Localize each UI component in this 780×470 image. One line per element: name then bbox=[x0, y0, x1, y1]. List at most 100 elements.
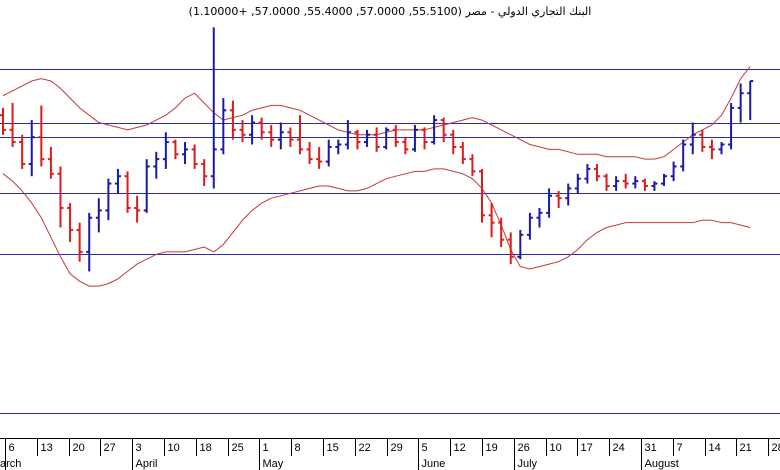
x-tick-label: 14 bbox=[709, 442, 721, 454]
price-bar bbox=[546, 188, 553, 218]
price-bar bbox=[191, 144, 198, 169]
price-bar bbox=[411, 124, 418, 152]
month-label: arch bbox=[0, 458, 21, 470]
chart-title: البنك التجاري الدولي - مصر (55.5100, 57.… bbox=[188, 5, 592, 18]
price-bar bbox=[747, 80, 754, 121]
price-bar bbox=[670, 161, 677, 182]
horizontal-levels bbox=[0, 69, 780, 414]
x-tick-label: 18 bbox=[200, 442, 212, 454]
price-bar bbox=[507, 232, 514, 265]
price-bar bbox=[593, 164, 600, 182]
x-tick-label: 15 bbox=[327, 442, 339, 454]
x-tick-label: 8 bbox=[295, 442, 301, 454]
price-bar bbox=[306, 142, 313, 165]
x-axis: 6 13 20 27 3 10 18 25 1 8 15 22 29 5 12 19 26 10 17 24 31 7 14… bbox=[0, 438, 780, 470]
month-label: August bbox=[645, 458, 679, 470]
x-tick-label: 24 bbox=[613, 442, 625, 454]
price-bar bbox=[268, 124, 275, 147]
price-bar bbox=[143, 159, 150, 213]
x-tick-label: 22 bbox=[359, 442, 371, 454]
price-bar bbox=[229, 100, 236, 140]
x-tick-label: 27 bbox=[104, 442, 116, 454]
x-tick-label: 25 bbox=[232, 442, 244, 454]
price-bar bbox=[689, 122, 696, 155]
price-bar bbox=[0, 107, 6, 135]
price-bar bbox=[239, 120, 246, 143]
x-tick-label: 13 bbox=[41, 442, 53, 454]
price-bar bbox=[114, 168, 121, 194]
price-bar bbox=[584, 164, 591, 184]
x-tick-label: 6 bbox=[9, 442, 15, 454]
price-bar bbox=[737, 83, 744, 123]
price-bar bbox=[383, 127, 390, 150]
price-bar bbox=[488, 203, 495, 238]
x-tick-label: 3 bbox=[136, 442, 142, 454]
x-tick-label: 26 bbox=[518, 442, 530, 454]
x-tick-label: 1 bbox=[263, 442, 269, 454]
price-bar bbox=[728, 103, 735, 150]
month-label: July bbox=[518, 458, 538, 470]
month-label: May bbox=[263, 458, 284, 470]
price-bar bbox=[469, 154, 476, 177]
price-bar bbox=[555, 190, 562, 208]
price-bar bbox=[249, 115, 256, 145]
x-tick-label: 19 bbox=[486, 442, 498, 454]
x-tick-label: 7 bbox=[677, 442, 683, 454]
price-bar bbox=[565, 183, 572, 206]
price-bar bbox=[28, 120, 35, 177]
price-bar bbox=[402, 137, 409, 155]
price-bar bbox=[440, 117, 447, 143]
price-bar bbox=[220, 98, 227, 155]
price-bar bbox=[661, 173, 668, 186]
price-bar bbox=[296, 115, 303, 155]
x-tick-label: 10 bbox=[168, 442, 180, 454]
price-bar bbox=[316, 146, 323, 169]
price-bar bbox=[641, 178, 648, 191]
price-bar bbox=[479, 168, 485, 223]
price-bar bbox=[325, 139, 332, 167]
lower-band-line bbox=[2, 168, 751, 287]
price-bar bbox=[57, 166, 64, 228]
price-bar bbox=[574, 173, 581, 194]
price-bar bbox=[335, 139, 342, 155]
price-bar bbox=[19, 134, 26, 169]
x-tick-label: 10 bbox=[550, 442, 562, 454]
price-bar bbox=[153, 151, 160, 179]
price-bar bbox=[632, 176, 639, 189]
price-bar bbox=[258, 117, 265, 140]
price-bar bbox=[182, 142, 189, 165]
price-bar bbox=[718, 142, 725, 155]
price-bar bbox=[526, 212, 533, 240]
price-bar bbox=[47, 146, 54, 179]
price-bar bbox=[201, 159, 208, 186]
price-bar bbox=[354, 129, 361, 150]
price-bar bbox=[9, 103, 16, 147]
month-label: June bbox=[422, 458, 446, 470]
price-bar bbox=[134, 195, 141, 223]
price-bars bbox=[0, 27, 754, 272]
price-bar bbox=[210, 27, 217, 189]
price-bar bbox=[708, 139, 715, 160]
x-tick-label: 28 bbox=[772, 442, 780, 454]
price-bar bbox=[450, 129, 457, 155]
price-bar bbox=[680, 139, 687, 172]
month-label: April bbox=[136, 458, 158, 470]
price-bar bbox=[364, 129, 371, 147]
price-bar bbox=[651, 181, 658, 191]
price-bar bbox=[38, 105, 45, 167]
price-bar bbox=[277, 122, 284, 150]
price-bar bbox=[459, 142, 466, 165]
price-bar bbox=[421, 127, 428, 150]
price-bar bbox=[622, 173, 629, 189]
bollinger-bands bbox=[2, 66, 751, 287]
x-tick-label: 12 bbox=[454, 442, 466, 454]
x-tick-label: 5 bbox=[422, 442, 428, 454]
price-bar bbox=[86, 212, 93, 272]
price-bar bbox=[699, 129, 706, 152]
price-bar bbox=[287, 127, 294, 147]
x-tick-label: 31 bbox=[645, 442, 657, 454]
price-bar bbox=[373, 127, 380, 152]
price-bar bbox=[392, 124, 399, 147]
price-bar bbox=[344, 120, 351, 150]
